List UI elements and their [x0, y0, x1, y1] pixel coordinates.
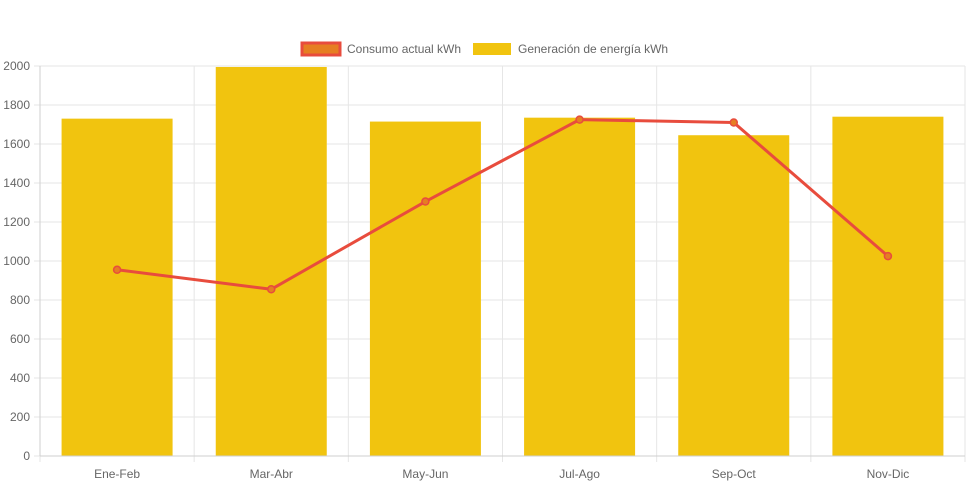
legend-item-consumo[interactable]: Consumo actual kWh — [300, 41, 461, 57]
x-tick-label: Mar-Abr — [250, 467, 293, 481]
x-tick-label: Nov-Dic — [867, 467, 910, 481]
legend-label-generacion: Generación de energía kWh — [518, 42, 668, 56]
y-tick-label: 2000 — [3, 59, 30, 73]
bar-mar-abr[interactable] — [215, 66, 327, 456]
x-tick-label: May-Jun — [402, 467, 448, 481]
y-tick-label: 600 — [10, 332, 30, 346]
y-tick-label: 200 — [10, 410, 30, 424]
bar-sep-oct[interactable] — [678, 135, 790, 456]
x-tick-label: Sep-Oct — [712, 467, 757, 481]
y-tick-label: 800 — [10, 293, 30, 307]
consumo-point-may-jun[interactable] — [421, 197, 430, 206]
x-gridlines — [39, 66, 966, 462]
y-axis: 0 200 400 600 800 1000 1200 1400 1600 1800 2000 — [3, 59, 965, 463]
legend-label-consumo: Consumo actual kWh — [347, 42, 461, 56]
consumo-point-mar-abr[interactable] — [267, 285, 276, 294]
consumo-point-nov-dic[interactable] — [883, 251, 893, 261]
x-tick-label: Jul-Ago — [559, 467, 600, 481]
consumo-point-sep-oct[interactable] — [729, 118, 738, 127]
y-tick-label: 1000 — [3, 254, 30, 268]
y-tick-label: 400 — [10, 371, 30, 385]
legend-swatch-consumo — [300, 41, 342, 57]
y-tick-label: 1800 — [3, 98, 30, 112]
bar-nov-dic[interactable] — [832, 116, 944, 456]
y-tick-label: 0 — [23, 449, 30, 463]
y-gridlines — [34, 65, 965, 457]
bar-jul-ago[interactable] — [524, 117, 636, 457]
x-axis: Ene-Feb Mar-Abr May-Jun Jul-Ago Sep-Oct Nov-D… — [94, 467, 909, 481]
bar-ene-feb[interactable] — [61, 118, 173, 457]
legend-swatch-generacion — [473, 43, 511, 55]
consumo-point-ene-feb[interactable] — [112, 265, 122, 275]
y-tick-label: 1400 — [3, 176, 30, 190]
y-tick-label: 1200 — [3, 215, 30, 229]
legend-item-generacion[interactable]: Generación de energía kWh — [473, 42, 668, 56]
bars-group — [61, 66, 944, 457]
bar-may-jun[interactable] — [369, 121, 481, 456]
consumo-line — [116, 118, 889, 291]
legend: Consumo actual kWh Generación de energía… — [300, 41, 668, 57]
consumo-point-jul-ago[interactable] — [575, 115, 584, 124]
y-tick-label: 1600 — [3, 137, 30, 151]
x-tick-label: Ene-Feb — [94, 467, 140, 481]
line-series-group — [112, 115, 893, 294]
